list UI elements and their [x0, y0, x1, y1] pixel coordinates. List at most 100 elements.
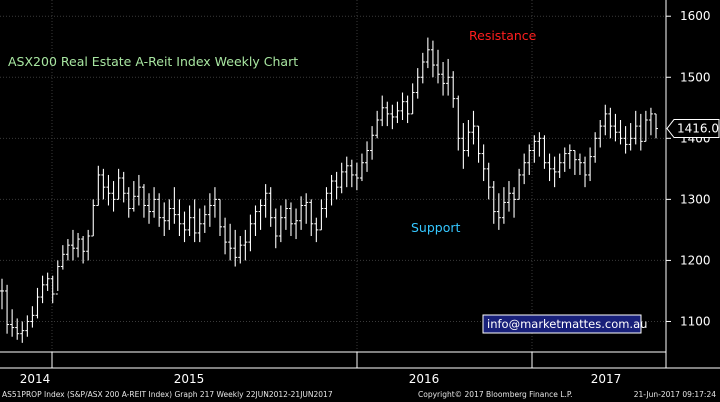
ohlc-bar	[370, 126, 375, 160]
ohlc-bar	[446, 58, 451, 96]
ohlc-bar	[263, 184, 268, 218]
ohlc-bar	[532, 135, 537, 163]
ohlc-bar	[177, 199, 182, 236]
ohlc-bar	[643, 110, 648, 142]
ohlc-bar	[192, 199, 197, 243]
ohlc-bar	[35, 287, 40, 319]
ohlc-bar	[522, 153, 527, 185]
ohlc-bar	[40, 275, 45, 304]
ohlc-bar	[354, 162, 359, 191]
ohlc-bar	[157, 193, 162, 227]
last-price-label: 1416.0	[677, 122, 719, 136]
ohlc-bar	[182, 211, 187, 243]
ohlc-bar	[567, 144, 572, 169]
ohlc-bar	[466, 120, 471, 157]
ohlc-bar	[349, 159, 354, 188]
ohlc-bar	[141, 184, 146, 218]
email-box-bg	[482, 314, 642, 334]
ohlc-bar	[45, 272, 50, 291]
ohlc-bar	[390, 104, 395, 130]
ohlc-bar	[476, 125, 481, 163]
ohlc-bar	[638, 113, 643, 151]
email-box[interactable]: info@marketmattes.com.au	[482, 314, 647, 334]
ohlc-bar	[304, 193, 309, 224]
ohlc-bar	[212, 187, 217, 218]
y-tick-label: 1100	[680, 314, 711, 328]
ohlc-bar	[309, 199, 314, 236]
ohlc-bar	[81, 236, 86, 264]
ohlc-bar	[233, 229, 238, 267]
ohlc-bar	[420, 52, 425, 84]
ohlc-bar	[537, 132, 542, 157]
ohlc-bar	[633, 110, 638, 145]
ohlc-bar	[228, 223, 233, 261]
ohlc-bar	[202, 205, 207, 233]
ohlc-bar	[106, 174, 111, 206]
ohlc-bar	[65, 239, 70, 261]
ohlc-bar	[603, 104, 608, 136]
ohlc-bar	[410, 83, 415, 115]
ohlc-bars	[0, 37, 658, 343]
ohlc-bar	[491, 181, 496, 224]
ohlc-bar	[278, 205, 283, 243]
ohlc-bar	[207, 193, 212, 227]
x-tick-label: 2014	[20, 372, 51, 386]
ohlc-bar	[456, 95, 461, 151]
ohlc-bar	[288, 202, 293, 236]
chart-title: ASX200 Real Estate A-Reit Index Weekly C…	[8, 54, 298, 69]
ohlc-bar	[588, 147, 593, 182]
ohlc-bar	[395, 101, 400, 124]
ohlc-bar	[517, 168, 522, 200]
ohlc-bar	[126, 187, 131, 218]
ohlc-bar	[197, 208, 202, 243]
ohlc-bar	[375, 110, 380, 139]
ohlc-bar	[111, 181, 116, 212]
ohlc-bar	[218, 198, 222, 236]
ohlc-bar	[496, 193, 501, 230]
ohlc-bar	[25, 315, 30, 337]
ohlc-bar	[425, 37, 430, 69]
ohlc-bar	[542, 135, 547, 169]
ohlc-bar	[385, 101, 390, 127]
ohlc-bar	[253, 205, 258, 236]
ohlc-bar	[329, 174, 334, 206]
footer-copyright: Copyright© 2017 Bloomberg Finance L.P.	[418, 390, 573, 399]
ohlc-bar	[70, 229, 75, 261]
ohlc-bar	[583, 156, 588, 188]
ohlc-bar	[415, 68, 420, 99]
ohlc-bar	[0, 278, 4, 310]
ohlc-bar	[654, 113, 658, 139]
ohlc-bar	[486, 162, 491, 200]
ohlc-bar	[283, 199, 288, 230]
ohlc-bar	[86, 229, 91, 261]
email-link[interactable]: info@marketmattes.com.au	[487, 317, 647, 331]
ohlc-bar	[238, 236, 243, 264]
ohlc-bar	[380, 95, 385, 127]
y-tick-label: 1500	[680, 70, 711, 84]
ohlc-bar	[294, 208, 299, 240]
ohlc-bar	[10, 309, 15, 337]
ohlc-bar	[598, 120, 603, 148]
ohlc-bar	[60, 245, 65, 270]
ohlc-bar	[572, 150, 577, 175]
ohlc-bar	[243, 229, 248, 261]
ohlc-bar	[299, 196, 304, 230]
ohlc-bar	[481, 144, 486, 182]
ohlc-bar	[405, 95, 410, 124]
x-tick-label: 2015	[174, 372, 205, 386]
footer-index-info: AS51PROP Index (S&P/ASX 200 A-REIT Index…	[2, 390, 333, 399]
ohlc-bar	[339, 162, 344, 194]
ohlc-bar	[136, 174, 141, 206]
grid-lines	[0, 0, 666, 352]
ohlc-bar	[187, 205, 192, 236]
ohlc-bar	[344, 156, 349, 188]
ohlc-bar	[152, 187, 157, 218]
resistance-label: Resistance	[469, 28, 537, 43]
ohlc-bar	[451, 71, 456, 108]
ohlc-bar	[268, 187, 273, 227]
ohlc-bar	[618, 120, 623, 145]
ohlc-bar	[162, 202, 167, 236]
